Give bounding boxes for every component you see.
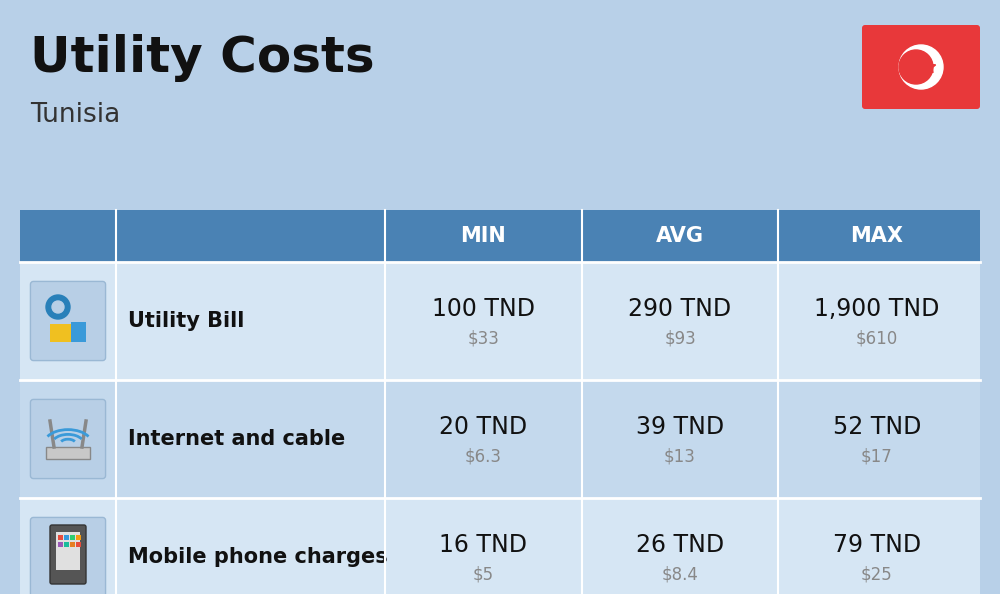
Circle shape [52, 301, 64, 313]
Text: $17: $17 [861, 448, 893, 466]
Text: Utility Bill: Utility Bill [128, 311, 244, 331]
Text: 79 TND: 79 TND [833, 533, 921, 557]
FancyBboxPatch shape [862, 25, 980, 109]
Bar [58, 535, 63, 540]
Bar [58, 542, 63, 547]
Bar [46, 447, 90, 459]
Text: MAX: MAX [850, 226, 903, 246]
Bar [64, 535, 69, 540]
Text: 1,900 TND: 1,900 TND [814, 297, 939, 321]
FancyBboxPatch shape [50, 525, 86, 584]
Text: $6.3: $6.3 [465, 448, 502, 466]
Bar [56, 532, 80, 570]
Bar [70, 535, 75, 540]
Circle shape [899, 45, 943, 89]
Text: 26 TND: 26 TND [636, 533, 724, 557]
Polygon shape [922, 60, 936, 72]
Bar [50, 324, 72, 342]
Text: 52 TND: 52 TND [833, 415, 921, 439]
Text: $610: $610 [856, 330, 898, 348]
Bar [71, 322, 86, 342]
Bar [64, 542, 69, 547]
Text: 16 TND: 16 TND [439, 533, 527, 557]
Text: $33: $33 [467, 330, 499, 348]
Text: 39 TND: 39 TND [636, 415, 724, 439]
Text: 290 TND: 290 TND [628, 297, 732, 321]
Bar [20, 262, 980, 380]
Text: 100 TND: 100 TND [432, 297, 535, 321]
Circle shape [899, 50, 933, 84]
Bar [20, 380, 980, 498]
FancyBboxPatch shape [30, 517, 106, 594]
Bar [70, 542, 75, 547]
Text: MIN: MIN [460, 226, 506, 246]
FancyBboxPatch shape [30, 399, 106, 479]
Text: AVG: AVG [656, 226, 704, 246]
Text: Utility Costs: Utility Costs [30, 34, 375, 82]
Text: $5: $5 [473, 566, 494, 584]
Bar [20, 210, 980, 262]
FancyBboxPatch shape [30, 282, 106, 361]
Circle shape [46, 295, 70, 319]
Bar [76, 535, 81, 540]
Bar [20, 498, 980, 594]
Text: $13: $13 [664, 448, 696, 466]
Text: $93: $93 [664, 330, 696, 348]
Text: Mobile phone charges: Mobile phone charges [128, 547, 388, 567]
Text: $25: $25 [861, 566, 893, 584]
Text: 20 TND: 20 TND [439, 415, 527, 439]
Text: Internet and cable: Internet and cable [128, 429, 345, 449]
Text: Tunisia: Tunisia [30, 102, 120, 128]
Bar [76, 542, 81, 547]
Text: $8.4: $8.4 [662, 566, 698, 584]
